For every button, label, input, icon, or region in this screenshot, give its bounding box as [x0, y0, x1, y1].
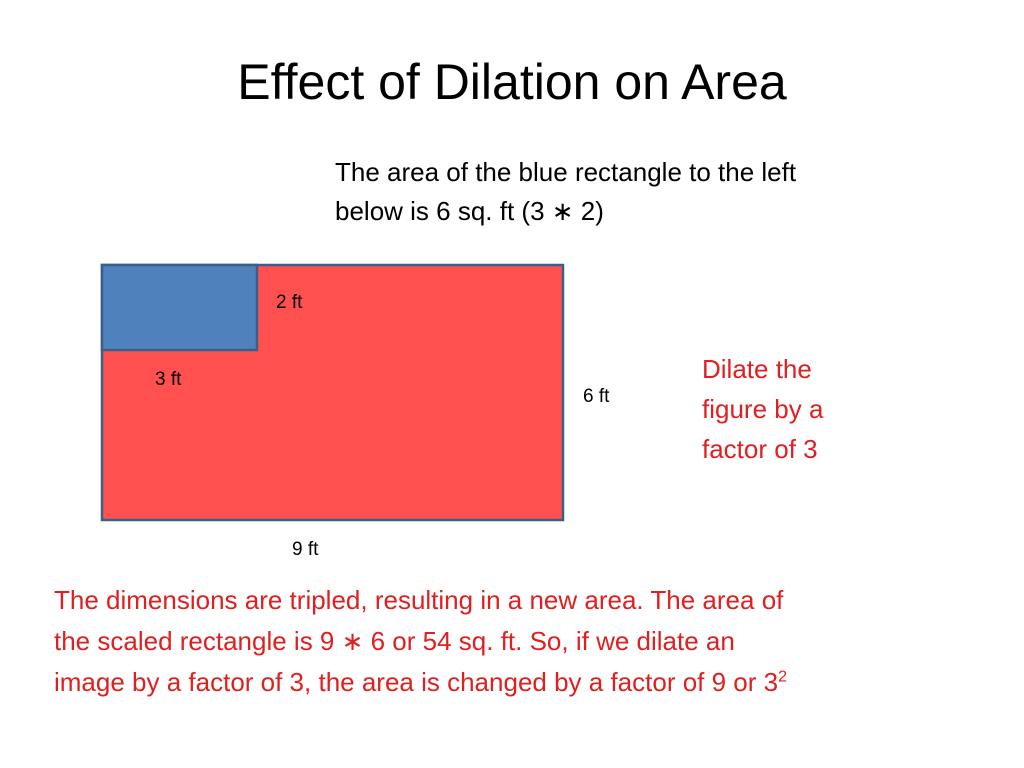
conclusion-text: The dimensions are tripled, resulting in…: [54, 580, 1004, 703]
conclusion-exponent: 2: [778, 668, 787, 686]
large-height-label: 6 ft: [583, 386, 610, 407]
conclusion-line: The dimensions are tripled, resulting in…: [54, 585, 784, 615]
small-blue-rectangle: [100, 263, 259, 352]
small-height-label: 2 ft: [276, 292, 303, 313]
slide-title: Effect of Dilation on Area: [237, 54, 787, 110]
dilate-line: figure by a: [702, 394, 824, 424]
intro-line: below is 6 sq. ft (3 ∗ 2): [335, 196, 604, 226]
intro-line: The area of the blue rectangle to the le…: [335, 157, 797, 187]
intro-text: The area of the blue rectangle to the le…: [335, 153, 975, 231]
dilate-line: factor of 3: [702, 434, 818, 464]
conclusion-line-text: image by a factor of 3, the area is chan…: [54, 667, 779, 697]
conclusion-line: image by a factor of 3, the area is chan…: [54, 662, 1004, 703]
small-width-label: 3 ft: [155, 369, 182, 390]
dilate-line: Dilate the: [702, 354, 812, 384]
large-width-label: 9 ft: [292, 539, 319, 560]
conclusion-line: the scaled rectangle is 9 ∗ 6 or 54 sq. …: [54, 626, 735, 656]
dilate-instruction: Dilate the figure by a factor of 3: [702, 349, 902, 469]
